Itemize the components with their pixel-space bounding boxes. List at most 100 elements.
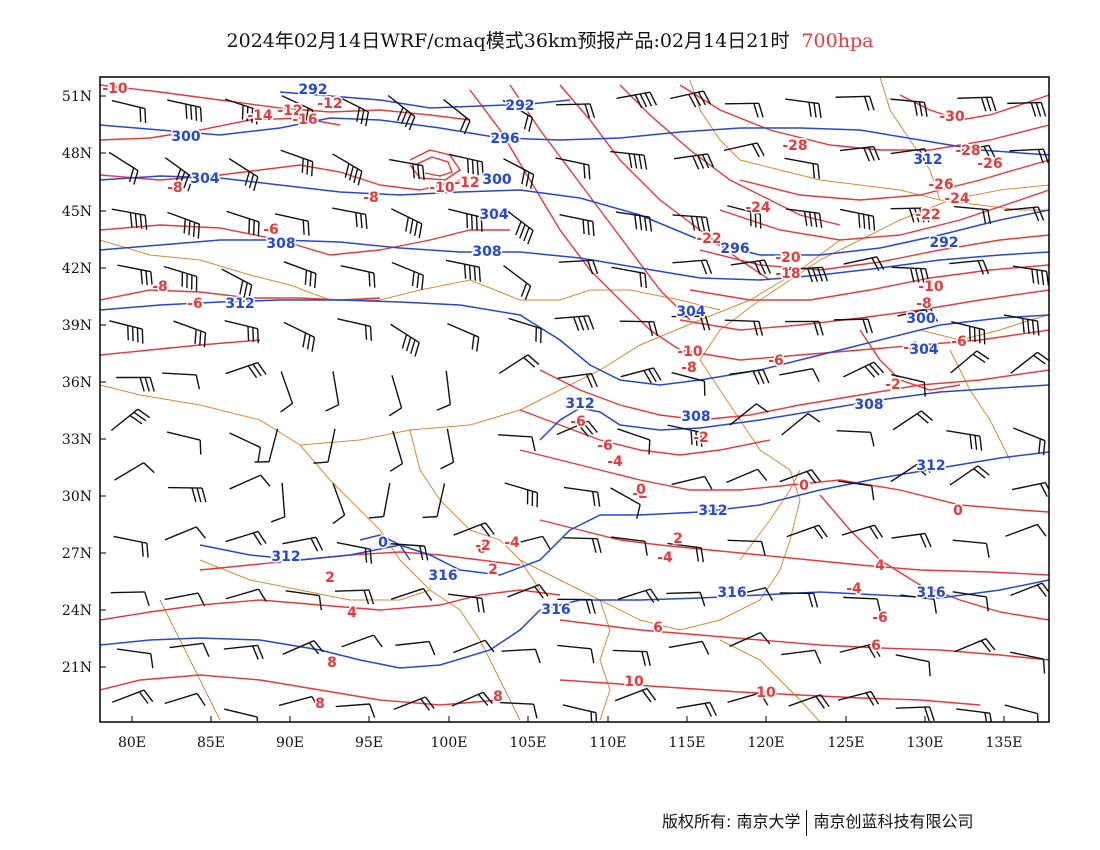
- lat-tick-label: 48N: [62, 146, 92, 162]
- wind-barb-icon: [953, 205, 992, 225]
- lon-tick-label: 120E: [748, 735, 785, 751]
- wind-barb-icon: [282, 640, 324, 655]
- contour-label: -28: [955, 143, 980, 159]
- wind-barb-icon: [671, 371, 706, 396]
- wind-barb-icon: [337, 95, 370, 127]
- country-borders: [100, 77, 1049, 722]
- wind-barbs: [108, 90, 1049, 722]
- wind-barb-icon: [952, 539, 990, 558]
- contour-label: 292: [929, 235, 958, 251]
- contour-label: 312: [565, 396, 594, 412]
- lon-tick-label: 135E: [986, 735, 1023, 751]
- wind-barb-icon: [387, 94, 416, 131]
- temperature-isoline: [819, 494, 1049, 621]
- temperature-isoline: [519, 409, 771, 456]
- wind-barb-icon: [336, 541, 373, 564]
- wind-barb-icon: [109, 320, 144, 344]
- contour-label: 304: [190, 171, 219, 187]
- pressure-level-label: 700hpa: [801, 30, 874, 52]
- wind-barb-icon: [340, 265, 376, 288]
- contour-label: 312: [698, 503, 727, 519]
- wind-barb-icon: [839, 145, 880, 162]
- wind-barb-icon: [169, 642, 210, 657]
- height-isoline: [100, 175, 1049, 256]
- wind-barb-icon: [1012, 265, 1049, 286]
- wind-barb-icon: [388, 375, 403, 417]
- contour-label: -28: [782, 138, 807, 154]
- contour-label: 300: [482, 172, 511, 188]
- wind-barb-icon: [946, 429, 983, 451]
- wind-barb-icon: [556, 103, 596, 119]
- lat-tick-label: 42N: [62, 261, 92, 277]
- contour-label: 2: [488, 562, 498, 578]
- contour-label: -12: [277, 103, 302, 119]
- contour-label: -8: [916, 296, 932, 312]
- contour-label: 308: [472, 244, 501, 260]
- wind-barb-icon: [162, 372, 201, 390]
- contour-label: -2: [693, 430, 709, 446]
- contour-label: 316: [717, 585, 746, 601]
- wind-barb-icon: [283, 261, 317, 289]
- wind-barb-icon: [612, 649, 652, 666]
- footer-divider: [806, 809, 808, 836]
- wind-barb-icon: [164, 692, 206, 707]
- contour-label: -20: [775, 250, 801, 266]
- wind-barb-icon: [111, 99, 147, 124]
- temperature-isoline: [409, 149, 461, 181]
- wind-barb-icon: [890, 98, 928, 117]
- wind-barb-icon: [671, 475, 713, 490]
- wind-barb-icon: [672, 259, 713, 275]
- wind-barb-icon: [395, 640, 436, 656]
- contour-label: 316: [916, 585, 945, 601]
- lat-tick-label: 21N: [62, 660, 92, 676]
- wind-barb-icon: [729, 403, 769, 426]
- contour-label: 300: [171, 129, 200, 145]
- contour-label: -16: [292, 112, 317, 128]
- contour-label: 292: [298, 82, 327, 98]
- wind-barb-icon: [224, 98, 259, 125]
- wind-barb-icon: [843, 256, 885, 272]
- temperature-isoline: [859, 329, 961, 391]
- wind-barb-icon: [164, 157, 194, 192]
- wind-barb-icon: [223, 708, 259, 722]
- contour-label: -22: [915, 207, 940, 223]
- lat-tick-label: 24N: [62, 603, 92, 619]
- title-main: 2024年02月14日WRF/cmaq模式36km预报产品:02月14日21时: [226, 30, 790, 52]
- wind-barb-icon: [892, 410, 933, 431]
- wind-barb-icon: [229, 432, 262, 462]
- wind-barb-icon: [900, 594, 938, 614]
- temperature-isoline: [539, 369, 1049, 421]
- lon-tick-label: 100E: [431, 735, 468, 751]
- wind-barb-icon: [278, 695, 320, 710]
- contour-label: -8: [167, 180, 183, 196]
- wind-barb-icon: [112, 689, 154, 704]
- height-isoline: [539, 384, 1049, 441]
- wind-barb-icon: [390, 543, 429, 561]
- contour-label: -8: [681, 360, 697, 376]
- wind-barb-icon: [166, 431, 202, 455]
- lon-tick-label: 130E: [907, 735, 944, 751]
- wind-barb-icon: [556, 420, 598, 437]
- temperature-isoline: [414, 156, 453, 177]
- wind-barb-icon: [957, 96, 997, 112]
- wind-barb-icon: [786, 524, 828, 540]
- wind-barb-icon: [730, 259, 772, 276]
- temperature-isoline: [100, 164, 461, 191]
- wind-barb-icon: [890, 207, 930, 223]
- contour-label: -4: [657, 550, 673, 566]
- contour-label: -18: [775, 266, 800, 282]
- border-line: [919, 314, 1049, 341]
- contour-label: -10: [918, 279, 944, 295]
- wind-barb-icon: [337, 318, 373, 341]
- temperature-isoline: [100, 339, 261, 356]
- contour-label: 308: [854, 397, 883, 413]
- wind-barb-icon: [724, 102, 764, 118]
- contour-label: 308: [681, 409, 710, 425]
- contour-label: 304: [909, 342, 938, 358]
- border-line: [719, 639, 821, 722]
- wind-barb-icon: [668, 640, 710, 655]
- contour-label: 300: [906, 311, 935, 327]
- wind-barb-icon: [843, 596, 882, 614]
- wind-barb-icon: [448, 593, 485, 613]
- wind-barb-icon: [895, 654, 931, 677]
